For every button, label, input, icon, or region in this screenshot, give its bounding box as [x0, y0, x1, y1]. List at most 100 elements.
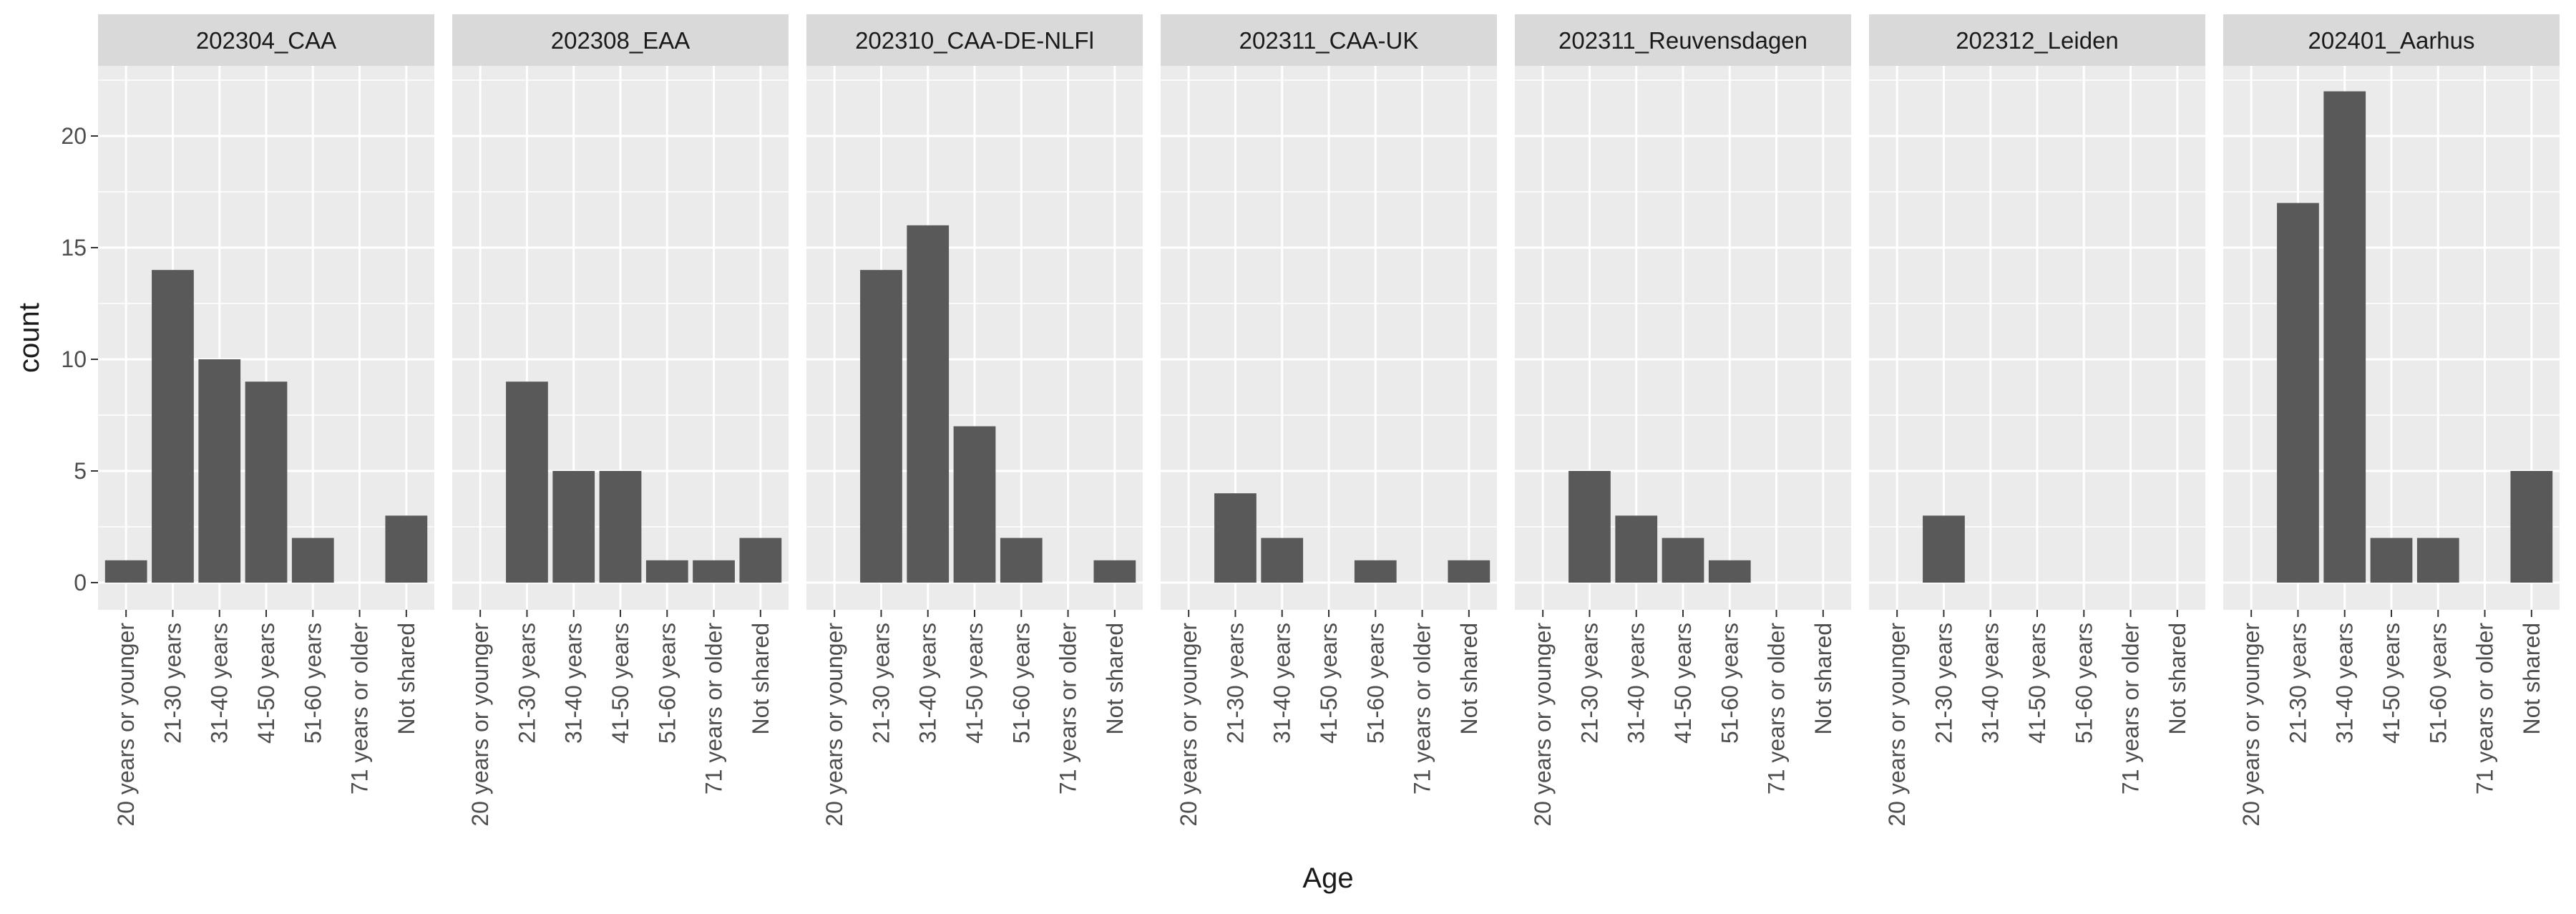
x-tick-label: 41-50 years — [253, 623, 279, 744]
x-tick-label: 41-50 years — [608, 623, 633, 744]
x-tick-label: 21-30 years — [868, 623, 894, 744]
x-tick-label: 41-50 years — [1670, 623, 1696, 744]
x-axis-title: Age — [1302, 862, 1353, 894]
bar — [291, 538, 334, 583]
bar — [1261, 538, 1304, 583]
bar — [198, 359, 241, 583]
facet-panel: 202304_CAA 20 years or younger 21-30 years… — [98, 14, 434, 827]
x-tick-label: 51-60 years — [2425, 623, 2451, 744]
bar — [693, 560, 735, 583]
x-tick-label: 21-30 years — [2285, 623, 2311, 744]
bar — [245, 381, 288, 583]
x-tick-label: 20 years or younger — [821, 623, 847, 827]
bar — [2416, 538, 2459, 583]
bar — [1093, 560, 1136, 583]
x-tick-label: 31-40 years — [2332, 623, 2358, 744]
x-tick-label: 20 years or younger — [2238, 623, 2264, 827]
bar — [953, 426, 996, 583]
facet-title: 202308_EAA — [551, 27, 691, 54]
x-tick-label: 20 years or younger — [467, 623, 493, 827]
bar — [1662, 538, 1704, 583]
bar — [2323, 91, 2366, 583]
bar — [1923, 515, 1965, 583]
bar — [739, 538, 782, 583]
x-tick-label: 41-50 years — [2024, 623, 2050, 744]
x-tick-label: 51-60 years — [1717, 623, 1742, 744]
bar — [1214, 493, 1257, 583]
bar — [1568, 471, 1611, 583]
bar — [1708, 560, 1751, 583]
bar — [2510, 471, 2553, 583]
facet-panel: 202401_Aarhus 20 years or younger 21-30 ye… — [2223, 14, 2560, 827]
x-tick-label: Not shared — [1102, 623, 1128, 735]
bar — [1354, 560, 1397, 583]
facet-title: 202311_Reuvensdagen — [1558, 27, 1807, 54]
x-tick-label: 31-40 years — [1978, 623, 2004, 744]
bar — [599, 471, 642, 583]
bar — [552, 471, 595, 583]
x-tick-label: 31-40 years — [1269, 623, 1295, 744]
facet-strip — [452, 14, 789, 66]
facet-strip — [1869, 14, 2205, 66]
bar — [645, 560, 688, 583]
x-tick-label: 21-30 years — [1576, 623, 1602, 744]
x-tick-label: 71 years or older — [701, 623, 727, 794]
facet-panel: 202308_EAA 20 years or younger 21-30 years… — [452, 14, 789, 827]
bar — [907, 225, 950, 583]
facet-panel: 202312_Leiden 20 years or younger 21-30 ye… — [1869, 14, 2205, 827]
x-tick-label: 71 years or older — [1055, 623, 1081, 794]
bar — [2277, 203, 2319, 583]
x-tick-label: 21-30 years — [160, 623, 185, 744]
facet-panel: 202311_Reuvensdagen 20 years or younger 21… — [1515, 14, 1851, 827]
x-tick-label: 20 years or younger — [1530, 623, 1556, 827]
x-tick-label: Not shared — [394, 623, 419, 735]
x-tick-label: Not shared — [1456, 623, 1482, 735]
bar — [152, 270, 194, 583]
x-tick-label: 20 years or younger — [1176, 623, 1201, 827]
y-tick-label: 5 — [74, 458, 87, 484]
bar — [104, 560, 147, 583]
x-tick-label: 71 years or older — [1410, 623, 1435, 794]
bar — [860, 270, 902, 583]
x-tick-label: 31-40 years — [1624, 623, 1649, 744]
x-tick-label: 31-40 years — [561, 623, 587, 744]
x-tick-label: 51-60 years — [654, 623, 680, 744]
bar — [1000, 538, 1043, 583]
x-tick-label: 21-30 years — [1222, 623, 1248, 744]
facet-strip — [1161, 14, 1497, 66]
x-tick-label: 41-50 years — [962, 623, 987, 744]
x-tick-label: 20 years or younger — [113, 623, 139, 827]
y-tick-label: 15 — [61, 235, 87, 261]
facet-title: 202312_Leiden — [1956, 27, 2119, 54]
x-tick-label: 71 years or older — [1764, 623, 1790, 794]
bar — [1448, 560, 1491, 583]
facet-panel: 202310_CAA-DE-NLFl 20 years or younger 21-… — [806, 14, 1143, 827]
y-tick-label: 20 — [61, 123, 87, 149]
facet-title: 202310_CAA-DE-NLFl — [855, 27, 1094, 54]
x-tick-label: 21-30 years — [514, 623, 540, 744]
facet-strip — [2223, 14, 2560, 66]
x-tick-label: 71 years or older — [347, 623, 373, 794]
x-tick-label: Not shared — [2519, 623, 2545, 735]
bar — [385, 515, 428, 583]
x-tick-label: Not shared — [2165, 623, 2190, 735]
x-tick-label: 51-60 years — [2071, 623, 2097, 744]
x-tick-label: Not shared — [748, 623, 774, 735]
facet-strip — [806, 14, 1143, 66]
x-tick-label: 71 years or older — [2472, 623, 2498, 794]
facet-strip — [1515, 14, 1851, 66]
x-tick-label: 31-40 years — [207, 623, 233, 744]
x-tick-label: 41-50 years — [2379, 623, 2404, 744]
x-tick-label: 21-30 years — [1931, 623, 1956, 744]
facet-panel: 202311_CAA-UK 20 years or younger 21-30 ye… — [1161, 14, 1497, 827]
bar — [1615, 515, 1658, 583]
x-tick-label: 31-40 years — [915, 623, 941, 744]
x-tick-label: 41-50 years — [1316, 623, 1342, 744]
facet-title: 202311_CAA-UK — [1239, 27, 1419, 54]
x-tick-label: 20 years or younger — [1884, 623, 1910, 827]
x-tick-label: 71 years or older — [2118, 623, 2144, 794]
facet-title: 202304_CAA — [196, 27, 336, 54]
y-tick-label: 10 — [61, 346, 87, 372]
